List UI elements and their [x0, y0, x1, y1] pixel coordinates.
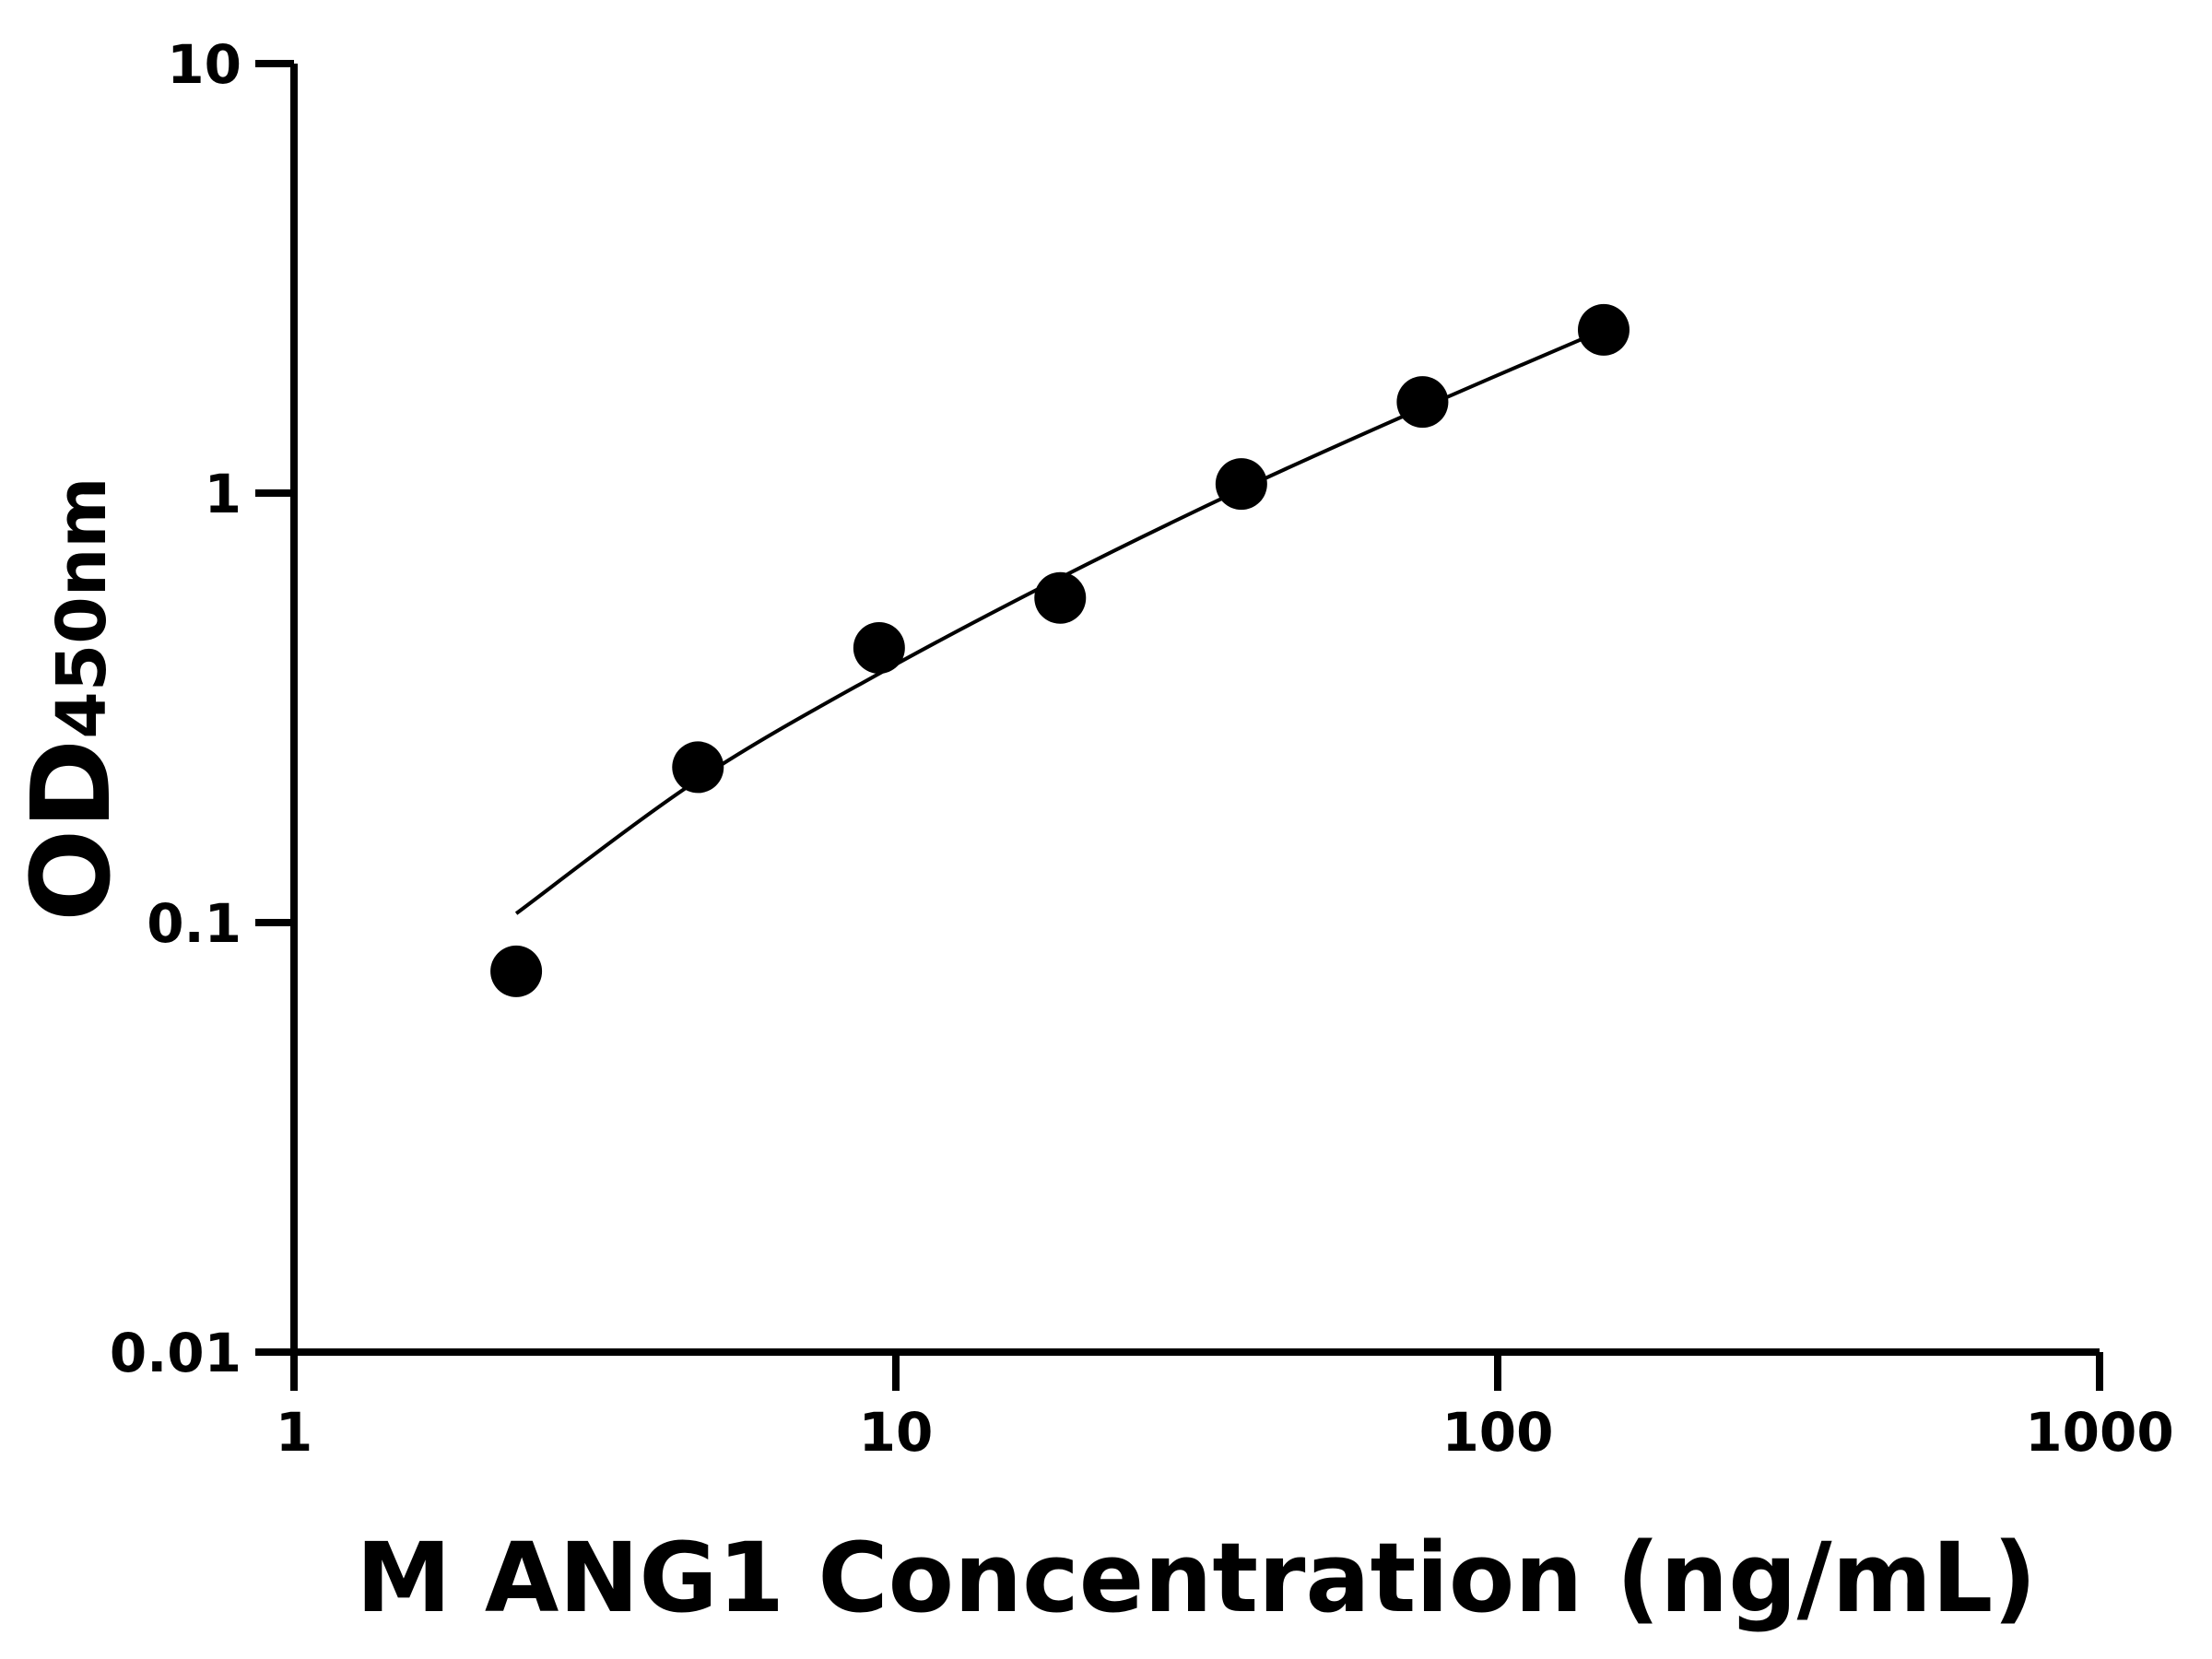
x-axis-title: M ANG1 Concentration (ng/mL) — [356, 1522, 2037, 1634]
y-tick-label: 1 — [205, 463, 241, 525]
data-point — [490, 945, 543, 997]
data-point — [853, 621, 905, 674]
x-tick-label: 10 — [859, 1401, 934, 1464]
data-points — [490, 303, 1630, 997]
y-tick-label: 0.1 — [147, 892, 241, 955]
x-tick-label: 1000 — [2025, 1401, 2173, 1464]
y-tick-label: 10 — [167, 33, 241, 96]
y-axis-title-main: OD — [7, 739, 135, 922]
x-tick-label: 1 — [276, 1401, 312, 1464]
data-point — [1577, 303, 1630, 356]
data-point — [1396, 376, 1449, 429]
y-axis-title-sub: 450nm — [42, 477, 122, 738]
axes: 1 10 100 1000 0.01 0.1 1 10 — [110, 33, 2174, 1464]
data-point — [672, 741, 724, 794]
y-axis-title: OD450nm — [7, 477, 135, 922]
data-point — [1215, 458, 1267, 511]
data-point — [1034, 571, 1087, 624]
x-tick-label: 100 — [1441, 1401, 1553, 1464]
svg-text:OD450nm: OD450nm — [7, 477, 135, 922]
y-tick-label: 0.01 — [110, 1322, 241, 1384]
